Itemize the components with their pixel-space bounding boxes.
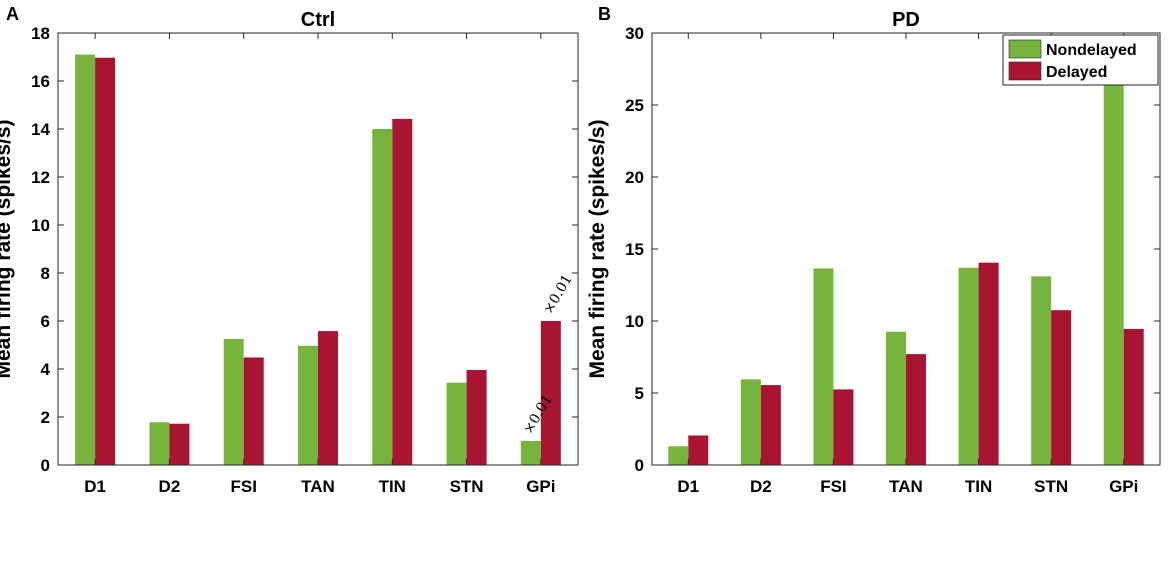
bar-delayed-d2 bbox=[169, 423, 190, 465]
x-category-label: GPi bbox=[1109, 477, 1138, 496]
x-category-label: TAN bbox=[889, 477, 923, 496]
bar-delayed-d1 bbox=[688, 435, 709, 465]
bar-nondelayed-fsi bbox=[813, 268, 834, 465]
x-category-label: D2 bbox=[159, 477, 181, 496]
bar-delayed-tan bbox=[906, 354, 926, 465]
y-tick-label: 2 bbox=[41, 408, 50, 427]
x-category-label: FSI bbox=[820, 477, 846, 496]
bar-nondelayed-d1 bbox=[75, 54, 96, 465]
bar-delayed-tin bbox=[978, 262, 999, 465]
bar-nondelayed-tan bbox=[886, 331, 906, 465]
y-tick-label: 6 bbox=[41, 312, 50, 331]
bar-nondelayed-stn bbox=[1031, 276, 1052, 465]
panel-letter: B bbox=[598, 4, 611, 24]
x-category-label: STN bbox=[450, 477, 484, 496]
x-category-label: TIN bbox=[965, 477, 992, 496]
legend-swatch-delayed bbox=[1008, 61, 1042, 81]
y-tick-label: 14 bbox=[31, 120, 50, 139]
panel-pd: B PD 0 5 10 15 20 25 30 D1 D2 FSI TAN TIN STN GPi Mean f… bbox=[586, 4, 1161, 496]
bar-annotation: ×0.01 bbox=[540, 272, 575, 317]
y-tick-label: 30 bbox=[625, 24, 644, 43]
bar-delayed-gpi bbox=[1123, 328, 1144, 465]
y-tick-label: 10 bbox=[625, 312, 644, 331]
y-tick-label: 16 bbox=[31, 72, 50, 91]
y-tick-label: 4 bbox=[41, 360, 51, 379]
y-axis-label: Mean firing rate (spikes/s) bbox=[0, 119, 15, 378]
y-tick-label: 18 bbox=[31, 24, 50, 43]
bar-nondelayed-tin bbox=[958, 267, 979, 465]
y-tick-label: 15 bbox=[625, 240, 644, 259]
bar-nondelayed-d2 bbox=[740, 379, 761, 465]
x-category-label: D1 bbox=[84, 477, 106, 496]
bar-nondelayed-d2 bbox=[149, 422, 170, 465]
bar-nondelayed-tan bbox=[298, 345, 318, 465]
legend-swatch-nondelayed bbox=[1008, 39, 1042, 59]
y-tick-label: 0 bbox=[41, 456, 50, 475]
y-tick-label: 25 bbox=[625, 96, 644, 115]
y-tick-label: 5 bbox=[635, 384, 644, 403]
bar-nondelayed-tin bbox=[372, 129, 393, 465]
panel-ctrl: A Ctrl 0 2 4 6 8 10 12 14 16 18 D1 D2 FSI TAN TIN STN GPi M… bbox=[0, 4, 579, 496]
y-tick-label: 12 bbox=[31, 168, 50, 187]
y-tick-label: 0 bbox=[635, 456, 644, 475]
bar-delayed-tan bbox=[318, 331, 338, 465]
bar-nondelayed-stn bbox=[446, 382, 467, 465]
legend-label-delayed: Delayed bbox=[1046, 64, 1107, 81]
bar-delayed-tin bbox=[392, 118, 413, 466]
bar-delayed-gpi bbox=[540, 321, 561, 465]
bar-delayed-fsi bbox=[833, 389, 854, 465]
panel-letter: A bbox=[6, 4, 19, 24]
bar-delayed-stn bbox=[1051, 310, 1072, 465]
chart-title: Ctrl bbox=[301, 9, 335, 31]
bar-delayed-stn bbox=[466, 369, 487, 465]
bar-delayed-d2 bbox=[760, 385, 781, 465]
x-category-label: TAN bbox=[301, 477, 335, 496]
y-axis-label: Mean firing rate (spikes/s) bbox=[586, 119, 609, 378]
y-tick-label: 8 bbox=[41, 264, 50, 283]
bar-delayed-fsi bbox=[243, 357, 264, 465]
y-tick-label: 10 bbox=[31, 216, 50, 235]
bar-nondelayed-gpi bbox=[1103, 84, 1124, 465]
x-category-label: D1 bbox=[677, 477, 699, 496]
x-category-label: D2 bbox=[750, 477, 772, 496]
bar-delayed-d1 bbox=[95, 57, 116, 465]
bar-nondelayed-d1 bbox=[668, 446, 689, 465]
x-category-label: STN bbox=[1034, 477, 1068, 496]
x-category-label: TIN bbox=[379, 477, 406, 496]
bar-nondelayed-fsi bbox=[223, 339, 244, 465]
x-category-label: FSI bbox=[230, 477, 256, 496]
bar-nondelayed-gpi bbox=[520, 441, 541, 465]
x-category-label: GPi bbox=[526, 477, 555, 496]
legend-label-nondelayed: Nondelayed bbox=[1046, 42, 1137, 59]
y-tick-label: 20 bbox=[625, 168, 644, 187]
chart-title: PD bbox=[892, 9, 920, 31]
